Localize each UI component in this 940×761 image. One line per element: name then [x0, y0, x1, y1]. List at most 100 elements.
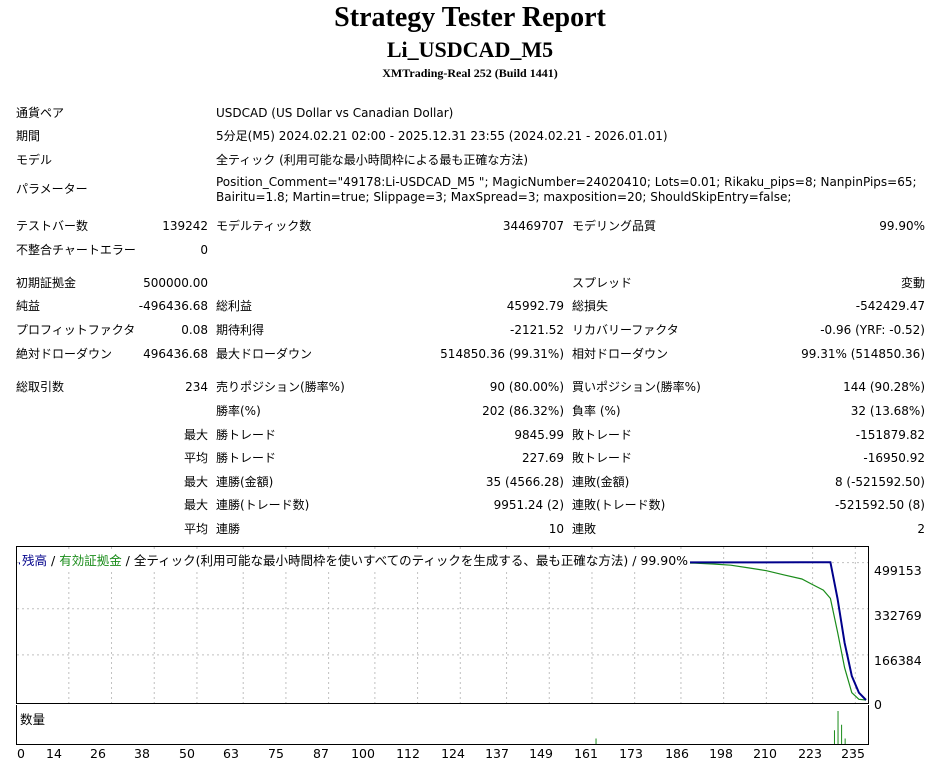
balance-line	[19, 561, 867, 701]
symbol-label: 通貨ペア	[16, 106, 65, 120]
legend-description: / 全ティック(利用可能な最小時間枠を使いすべてのティックを生成する、最も正確な…	[121, 553, 689, 568]
report-subtitle: Li_USDCAD_M5	[386, 37, 554, 62]
volume-bar	[833, 730, 835, 744]
period-label: 期間	[16, 129, 41, 143]
pf-value: 0.08	[181, 323, 208, 337]
x-tick-label: 223	[798, 746, 822, 761]
x-tick-label: 87	[313, 746, 329, 761]
x-tick-label: 26	[90, 746, 106, 761]
net-label: 純益	[16, 299, 41, 313]
x-tick-label: 124	[441, 746, 465, 761]
volume-bar	[841, 724, 843, 744]
avg-consec-wins-label: 連勝	[216, 522, 241, 536]
volume-chart-plot	[595, 711, 846, 744]
equity-chart: 残高 / 有効証拠金 / 全ティック(利用可能な最小時間枠を使いすべてのティック…	[16, 546, 869, 704]
rel-dd-label: 相対ドローダウン	[572, 347, 669, 361]
symbol-value: USDCAD (US Dollar vs Canadian Dollar)	[216, 106, 454, 120]
max-loss-value: -151879.82	[855, 428, 925, 442]
max-loss-label: 敗トレード	[572, 428, 633, 442]
volume-bar	[837, 711, 839, 744]
volume-label: 数量	[20, 712, 46, 727]
consec-losses-trades-label: 連敗(トレード数)	[572, 498, 666, 512]
consec-wins-trades-label: 連勝(トレード数)	[216, 498, 310, 512]
x-tick-label: 63	[223, 746, 239, 761]
x-tick-label: 50	[179, 746, 195, 761]
gross-loss-value: -542429.47	[855, 299, 925, 313]
max-prefix: 最大	[183, 428, 208, 442]
abs-dd-label: 絶対ドローダウン	[16, 347, 113, 361]
consec-wins-money-label: 連勝(金額)	[216, 475, 274, 489]
mismatch-label: 不整合チャートエラー	[16, 243, 136, 257]
params-label: パラメーター	[16, 182, 88, 196]
volume-chart: 数量	[16, 705, 869, 745]
net-value: -496436.68	[138, 299, 208, 313]
long-value: 144 (90.28%)	[843, 380, 925, 394]
recovery-value: -0.96 (YRF: -0.52)	[820, 323, 925, 337]
avg-consec-losses-value: 2	[917, 522, 925, 536]
gross-loss-label: 総損失	[572, 299, 609, 313]
max-win-value: 9845.99	[514, 428, 564, 442]
avg-win-label: 勝トレード	[216, 451, 277, 465]
expected-label: 期待利得	[216, 323, 265, 337]
consec-losses-money-label: 連敗(金額)	[572, 475, 630, 489]
win-rate-label: 勝率(%)	[216, 404, 261, 418]
volume-bar	[595, 738, 597, 744]
x-tick-label: 38	[134, 746, 150, 761]
equity-line	[18, 562, 867, 701]
report-build: XMTrading-Real 252 (Build 1441)	[382, 66, 558, 80]
avg-loss-value: -16950.92	[863, 451, 925, 465]
x-tick-label: 112	[396, 746, 420, 761]
bars-label: テストバー数	[16, 219, 89, 233]
ticks-label: モデルティック数	[216, 219, 312, 233]
win-rate-value: 202 (86.32%)	[482, 404, 564, 418]
x-tick-label: 100	[351, 746, 375, 761]
x-tick-label: 137	[485, 746, 509, 761]
gross-profit-label: 総利益	[216, 299, 253, 313]
model-label: モデル	[16, 153, 53, 167]
deposit-value: 500000.00	[143, 276, 208, 290]
spread-label: スプレッド	[572, 276, 633, 290]
report-title: Strategy Tester Report	[334, 2, 606, 33]
params-value: Position_Comment="49178:Li-USDCAD_M5 "; …	[216, 175, 917, 204]
equity-chart-plot	[17, 547, 868, 703]
x-tick-label: 186	[665, 746, 689, 761]
y-tick-label: 499153	[874, 563, 922, 578]
total-trades-value: 234	[185, 380, 208, 394]
gross-profit-value: 45992.79	[506, 299, 564, 313]
short-label: 売りポジション(勝率%)	[216, 380, 345, 394]
loss-rate-value: 32 (13.68%)	[850, 404, 925, 418]
avg-consec-losses-label: 連敗	[572, 522, 597, 536]
consec-wins-trades-value: 9951.24 (2)	[493, 498, 564, 512]
max-prefix: 最大	[183, 498, 208, 512]
legend-balance: 残高	[22, 553, 48, 568]
x-tick-label: 75	[268, 746, 284, 761]
legend-equity: 有効証拠金	[59, 553, 122, 568]
quality-value: 99.90%	[879, 219, 925, 233]
x-tick-label: 0	[17, 746, 25, 761]
max-dd-value: 514850.36 (99.31%)	[440, 347, 564, 361]
consec-losses-money-value: 8 (-521592.50)	[834, 475, 925, 489]
abs-dd-value: 496436.68	[143, 347, 208, 361]
expected-value: -2121.52	[510, 323, 564, 337]
avg-win-value: 227.69	[522, 451, 564, 465]
x-tick-label: 173	[619, 746, 643, 761]
max-dd-label: 最大ドローダウン	[216, 347, 313, 361]
y-tick-label: 0	[874, 697, 882, 712]
max-win-label: 勝トレード	[216, 428, 277, 442]
short-value: 90 (80.00%)	[489, 380, 564, 394]
period-value: 5分足(M5) 2024.02.21 02:00 - 2025.12.31 23…	[216, 129, 668, 143]
quality-label: モデリング品質	[572, 219, 657, 233]
y-tick-label: 166384	[874, 653, 922, 668]
deposit-label: 初期証拠金	[16, 276, 77, 290]
consec-wins-money-value: 35 (4566.28)	[485, 475, 564, 489]
loss-rate-label: 負率 (%)	[572, 404, 621, 418]
model-value: 全ティック (利用可能な最小時間枠による最も正確な方法)	[216, 153, 529, 167]
avg-loss-label: 敗トレード	[572, 451, 633, 465]
total-trades-label: 総取引数	[16, 380, 65, 394]
volume-bar	[844, 738, 846, 744]
x-tick-label: 198	[709, 746, 733, 761]
legend-separator: /	[47, 553, 60, 568]
consec-losses-trades-value: -521592.50 (8)	[834, 498, 925, 512]
chart-legend: 残高 / 有効証拠金 / 全ティック(利用可能な最小時間枠を使いすべてのティック…	[20, 550, 691, 569]
x-tick-label: 210	[753, 746, 777, 761]
